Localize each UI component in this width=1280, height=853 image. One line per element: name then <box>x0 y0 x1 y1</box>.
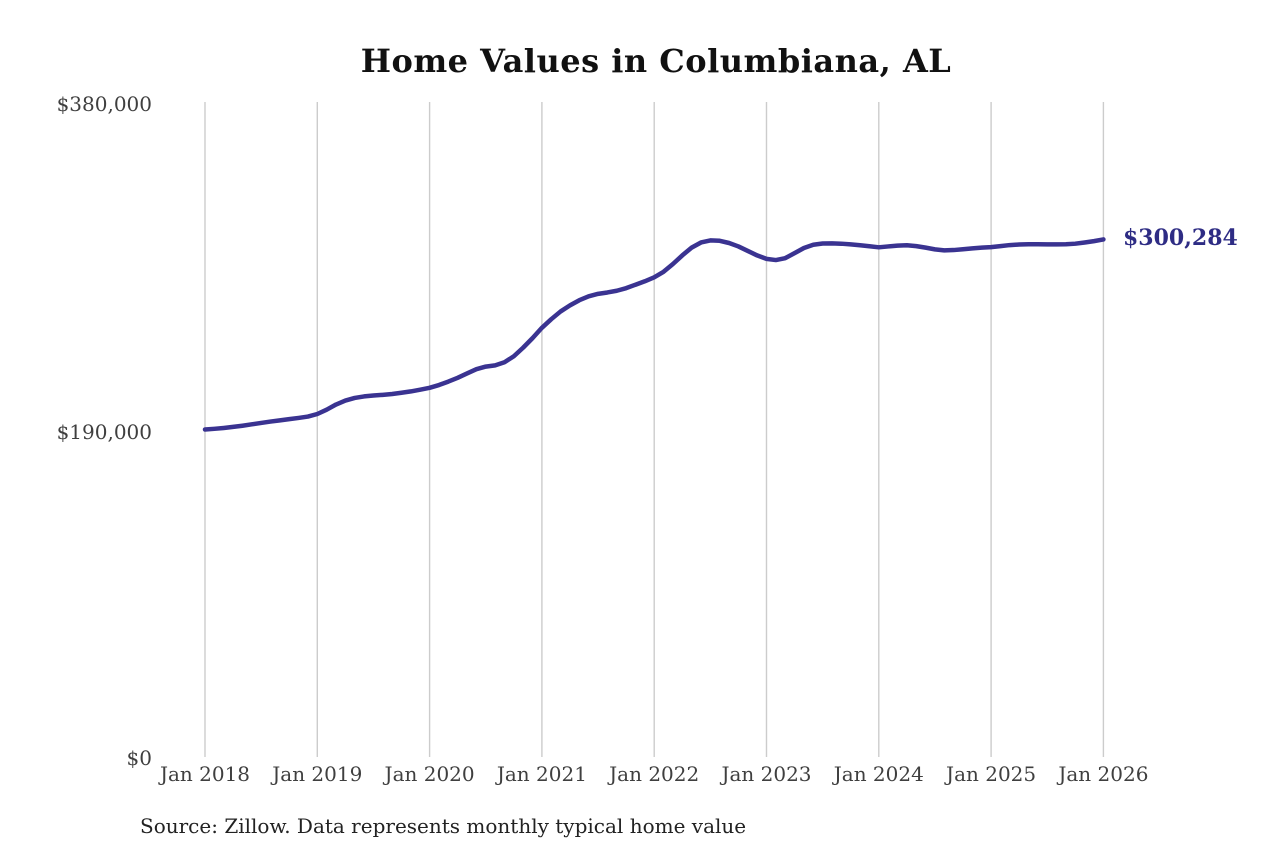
x-axis-tick-jan-2023: Jan 2023 <box>721 762 812 786</box>
x-axis-tick-jan-2018: Jan 2018 <box>159 762 251 786</box>
x-axis-tick-jan-2025: Jan 2025 <box>946 762 1037 786</box>
x-axis-tick-jan-2026: Jan 2026 <box>1058 762 1149 786</box>
x-axis-tick-jan-2021: Jan 2021 <box>496 762 587 786</box>
y-axis-tick-190000: $190,000 <box>56 420 152 444</box>
y-axis-tick-0: $0 <box>126 746 152 770</box>
x-axis-tick-jan-2020: Jan 2020 <box>384 762 475 786</box>
chart-title: Home Values in Columbiana, AL <box>360 42 952 80</box>
x-axis-tick-jan-2022: Jan 2022 <box>609 762 700 786</box>
x-axis-tick-jan-2019: Jan 2019 <box>272 762 363 786</box>
y-axis-tick-380000: $380,000 <box>56 92 152 116</box>
line-end-value-label: $300,284 <box>1123 225 1238 251</box>
x-axis-tick-jan-2024: Jan 2024 <box>833 762 924 786</box>
source-note: Source: Zillow. Data represents monthly … <box>140 814 747 838</box>
home-value-series-line <box>202 237 1106 432</box>
